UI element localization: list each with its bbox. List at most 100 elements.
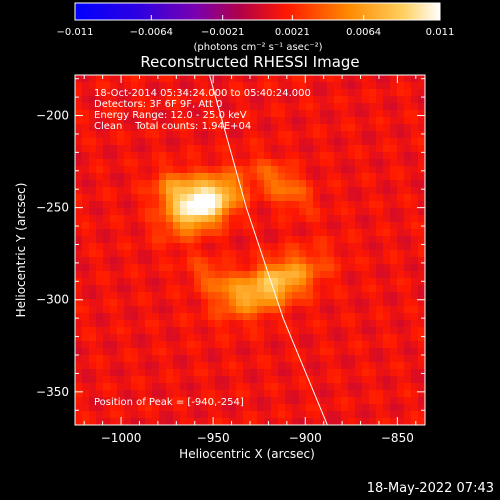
heatmap-cell <box>159 369 167 377</box>
heatmap-cell <box>376 201 384 209</box>
heatmap-cell <box>89 313 97 321</box>
heatmap-cell <box>376 278 384 286</box>
heatmap-cell <box>243 75 251 83</box>
heatmap-cell <box>362 327 370 335</box>
heatmap-cell <box>117 180 125 188</box>
colorbar-unit-label: (photons cm⁻² s⁻¹ asec⁻²) <box>193 42 322 53</box>
heatmap-cell <box>145 159 153 167</box>
heatmap-cell <box>397 334 405 342</box>
heatmap-cell <box>313 236 321 244</box>
heatmap-cell <box>376 355 384 363</box>
heatmap-cell <box>208 173 216 181</box>
heatmap-cell <box>271 229 279 237</box>
heatmap-cell <box>187 292 195 300</box>
heatmap-cell <box>327 236 335 244</box>
heatmap-cell <box>306 131 314 139</box>
heatmap-cell <box>243 82 251 90</box>
heatmap-cell <box>278 320 286 328</box>
heatmap-cell <box>166 159 174 167</box>
heatmap-cell <box>222 341 230 349</box>
heatmap-cell <box>110 166 118 174</box>
heatmap-cell <box>278 82 286 90</box>
heatmap-cell <box>208 222 216 230</box>
heatmap-cell <box>75 138 83 146</box>
heatmap-cell <box>320 180 328 188</box>
heatmap-cell <box>264 180 272 188</box>
heatmap-cell <box>285 313 293 321</box>
heatmap-cell <box>124 201 132 209</box>
heatmap-cell <box>89 131 97 139</box>
heatmap-cell <box>397 271 405 279</box>
heatmap-cell <box>222 117 230 125</box>
heatmap-cell <box>229 166 237 174</box>
heatmap-cell <box>411 103 419 111</box>
heatmap-cell <box>327 278 335 286</box>
heatmap-cell <box>341 292 349 300</box>
heatmap-cell <box>75 369 83 377</box>
heatmap-cell <box>264 124 272 132</box>
heatmap-cell <box>362 208 370 216</box>
heatmap-cell <box>131 411 139 419</box>
heatmap-cell <box>236 194 244 202</box>
heatmap-cell <box>75 103 83 111</box>
heatmap-cell <box>348 390 356 398</box>
heatmap-cell <box>201 320 209 328</box>
heatmap-cell <box>418 215 425 223</box>
heatmap-cell <box>131 236 139 244</box>
heatmap-cell <box>404 418 412 425</box>
heatmap-cell <box>180 285 188 293</box>
heatmap-cell <box>362 159 370 167</box>
heatmap-cell <box>341 187 349 195</box>
heatmap-cell <box>110 124 118 132</box>
heatmap-cell <box>369 229 377 237</box>
heatmap-cell <box>411 411 419 419</box>
heatmap-cell <box>404 103 412 111</box>
heatmap-cell <box>362 124 370 132</box>
heatmap-cell <box>418 257 425 265</box>
heatmap-cell <box>334 82 342 90</box>
heatmap-cell <box>327 117 335 125</box>
heatmap-cell <box>390 201 398 209</box>
heatmap-cell <box>355 110 363 118</box>
heatmap-cell <box>117 82 125 90</box>
heatmap-cell <box>411 278 419 286</box>
heatmap-cell <box>320 362 328 370</box>
heatmap-cell <box>355 201 363 209</box>
heatmap-cell <box>390 145 398 153</box>
heatmap-cell <box>82 82 90 90</box>
heatmap-cell <box>320 264 328 272</box>
heatmap-cell <box>103 362 111 370</box>
heatmap-cell <box>292 131 300 139</box>
heatmap-cell <box>306 257 314 265</box>
heatmap-cell <box>327 348 335 356</box>
heatmap-cell <box>124 117 132 125</box>
heatmap-cell <box>138 334 146 342</box>
heatmap-cell <box>152 75 160 83</box>
heatmap-cell <box>82 75 90 83</box>
heatmap-cell <box>96 320 104 328</box>
heatmap-cell <box>250 159 258 167</box>
heatmap-cell <box>257 271 265 279</box>
heatmap-cell <box>341 208 349 216</box>
heatmap-cell <box>341 264 349 272</box>
heatmap-cell <box>404 187 412 195</box>
heatmap-cell <box>271 222 279 230</box>
heatmap-cell <box>215 362 223 370</box>
heatmap-cell <box>103 285 111 293</box>
heatmap-cell <box>362 180 370 188</box>
heatmap-cell <box>229 152 237 160</box>
heatmap-cell <box>264 292 272 300</box>
heatmap-cell <box>236 271 244 279</box>
heatmap-cell <box>166 82 174 90</box>
heatmap-cell <box>313 418 321 425</box>
heatmap-cell <box>411 376 419 384</box>
heatmap-cell <box>208 229 216 237</box>
heatmap-cell <box>348 369 356 377</box>
heatmap-cell <box>313 187 321 195</box>
heatmap-cell <box>208 194 216 202</box>
heatmap-cell <box>397 250 405 258</box>
heatmap-cell <box>320 355 328 363</box>
heatmap-cell <box>89 355 97 363</box>
heatmap-cell <box>236 131 244 139</box>
heatmap-cell <box>236 124 244 132</box>
